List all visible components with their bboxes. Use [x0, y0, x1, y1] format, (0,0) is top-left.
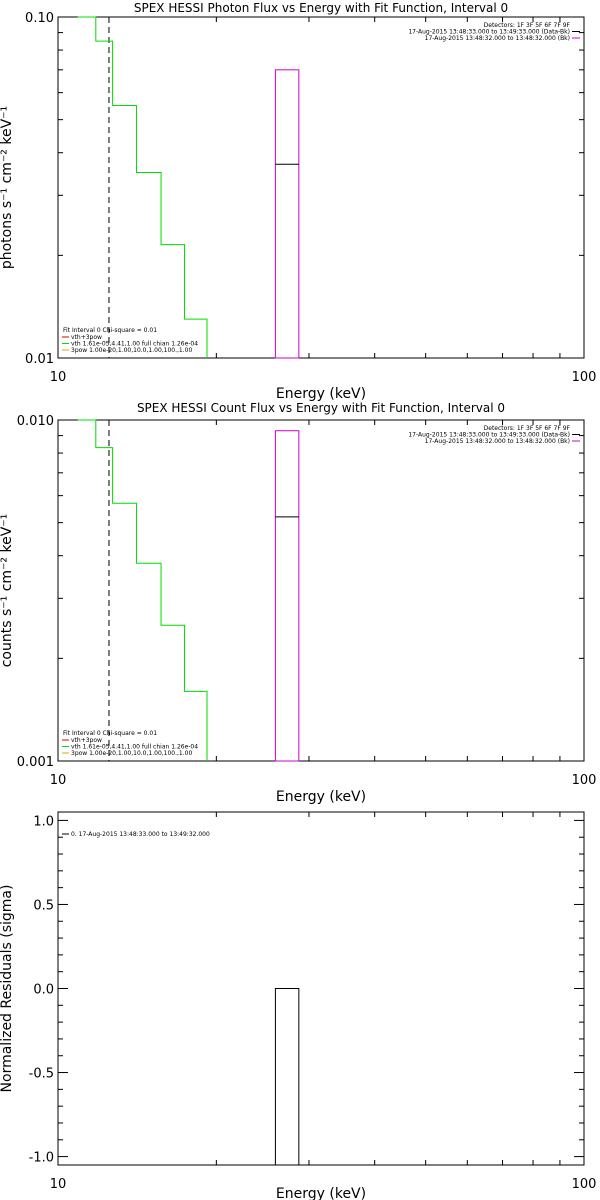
info-line: Detectors: 1F 3F 5F 6F 7F 9F [484, 425, 571, 432]
y-tick-label: 0.001 [17, 755, 54, 770]
x-axis-label: Energy (keV) [276, 1186, 366, 1200]
series-line-0 [77, 16, 208, 358]
y-tick-label: 1.0 [33, 814, 54, 829]
plot-frame [57, 811, 585, 1166]
y-axis-label: Normalized Residuals (sigma) [0, 885, 15, 1093]
chart-title: SPEX HESSI Count Flux vs Energy with Fit… [137, 401, 505, 415]
chart-0: SPEX HESSI Photon Flux vs Energy with Fi… [0, 1, 596, 402]
x-tick-label: 10 [50, 1177, 67, 1192]
y-axis-label: photons s⁻¹ cm⁻² keV⁻¹ [0, 106, 15, 269]
plot-frame [57, 419, 585, 762]
x-tick-label: 100 [572, 773, 597, 788]
info-line: 17-Aug-2015 13:48:32.000 to 13:48:32.000… [425, 438, 570, 445]
y-tick-label: 0.10 [25, 11, 54, 26]
y-tick-label: 0.01 [25, 352, 54, 367]
legend-entry: vth 1.61e-05,4.41,1.00 full chian 1.26e-… [71, 744, 198, 751]
chart-1: SPEX HESSI Count Flux vs Energy with Fit… [0, 401, 596, 805]
chart-2: 10 100 1.0 0.5 0.0 -0.5 -1.0 Energy (keV) Normal… [0, 811, 597, 1200]
legend-header: Fit Interval 0 Chi-square = 0.01 [63, 730, 157, 737]
info-line: 17-Aug-2015 13:48:33.000 to 13:49:33.000… [408, 432, 570, 439]
y-tick-label: 0.5 [33, 898, 54, 913]
y-tick-label: -1.0 [29, 1151, 54, 1166]
legend-header: Fit Interval 0 Chi-square = 0.01 [63, 327, 157, 334]
legend-entry: vth+3pow [71, 737, 102, 744]
y-tick-label: 0.0 [33, 983, 54, 998]
legend-entry: vth 1.61e-05,4.41,1.00 full chian 1.26e-… [71, 341, 198, 348]
data-bin [274, 988, 300, 1166]
series-line-0 [77, 419, 208, 761]
x-axis-label: Energy (keV) [276, 789, 366, 805]
chart-title: SPEX HESSI Photon Flux vs Energy with Fi… [134, 1, 508, 15]
y-tick-label: -0.5 [29, 1067, 54, 1082]
info-line: Detectors: 1F 3F 5F 6F 7F 9F [484, 22, 571, 29]
x-tick-label: 100 [572, 1177, 597, 1192]
data-bin [274, 69, 300, 359]
legend-entry: vth+3pow [71, 334, 102, 341]
plot-frame [57, 16, 585, 359]
x-axis-label: Energy (keV) [276, 386, 366, 402]
x-tick-label: 10 [50, 370, 67, 385]
x-tick-label: 100 [572, 370, 597, 385]
legend-entry: 3pow 1.00e-20,1.00,10.0,1.00,100.,1.00 [71, 750, 192, 757]
legend-entry: 0. 17-Aug-2015 13:48:33.000 to 13:49:32.… [71, 831, 210, 838]
legend-entry: 3pow 1.00e-20,1.00,10.0,1.00,100.,1.00 [71, 347, 192, 354]
y-axis-label: counts s⁻¹ cm⁻² keV⁻¹ [0, 514, 15, 668]
x-tick-label: 10 [50, 773, 67, 788]
data-bin [274, 430, 300, 762]
info-line: 17-Aug-2015 13:48:32.000 to 13:48:32.000… [425, 35, 570, 42]
y-tick-label: 0.010 [17, 414, 54, 429]
info-line: 17-Aug-2015 13:48:33.000 to 13:49:33.000… [408, 29, 570, 36]
